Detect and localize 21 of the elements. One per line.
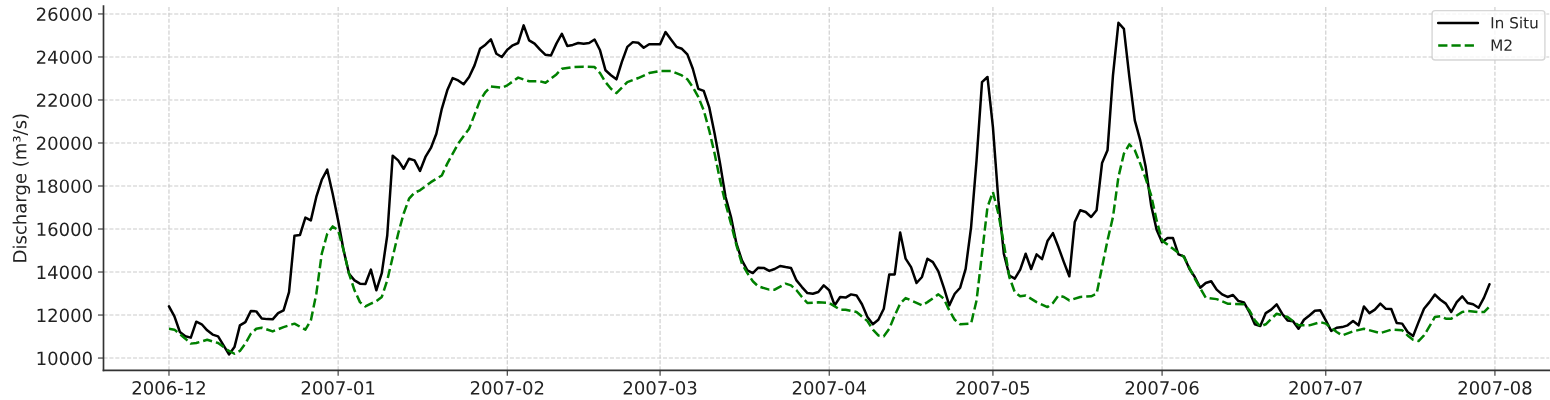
x-tick-label: 2007-06 bbox=[1125, 381, 1199, 395]
x-tick-label: 2007-01 bbox=[301, 381, 375, 395]
y-tick-label: 20000 bbox=[36, 136, 92, 151]
y-tick-label: 24000 bbox=[36, 50, 92, 65]
y-axis-title: Discharge (m³/s) bbox=[12, 114, 31, 262]
x-tick-label: 2007-07 bbox=[1289, 381, 1362, 395]
y-tick-label: 26000 bbox=[36, 7, 92, 22]
y-tick-label: 22000 bbox=[36, 93, 92, 108]
y-tick-label: 10000 bbox=[37, 351, 92, 366]
x-tick-label: 2006-12 bbox=[132, 381, 205, 395]
x-tick-label: 2007-08 bbox=[1458, 381, 1532, 395]
y-tick-label: 12000 bbox=[37, 308, 92, 323]
y-tick-label: 16000 bbox=[37, 222, 92, 237]
legend-label: M2 bbox=[1491, 39, 1512, 51]
x-tick-label: 2007-03 bbox=[623, 381, 697, 395]
x-tick-label: 2007-02 bbox=[470, 381, 544, 395]
y-tick-label: 14000 bbox=[37, 265, 92, 280]
x-tick-label: 2007-05 bbox=[956, 381, 1030, 395]
legend-label: In Situ bbox=[1491, 16, 1538, 29]
x-tick-label: 2007-04 bbox=[792, 381, 866, 395]
y-tick-label: 18000 bbox=[37, 179, 92, 194]
